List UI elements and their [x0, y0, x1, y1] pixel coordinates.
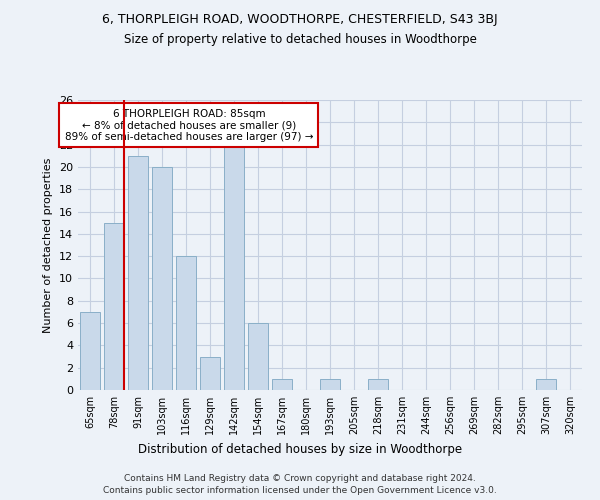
Text: 6, THORPLEIGH ROAD, WOODTHORPE, CHESTERFIELD, S43 3BJ: 6, THORPLEIGH ROAD, WOODTHORPE, CHESTERF…: [102, 12, 498, 26]
Bar: [80, 312, 100, 390]
Bar: [104, 222, 124, 390]
Bar: [200, 356, 220, 390]
Bar: [272, 379, 292, 390]
Bar: [128, 156, 148, 390]
Bar: [224, 144, 244, 390]
Bar: [536, 379, 556, 390]
Text: 6 THORPLEIGH ROAD: 85sqm
← 8% of detached houses are smaller (9)
89% of semi-det: 6 THORPLEIGH ROAD: 85sqm ← 8% of detache…: [65, 108, 313, 142]
Bar: [176, 256, 196, 390]
Bar: [152, 167, 172, 390]
Text: Contains HM Land Registry data © Crown copyright and database right 2024.
Contai: Contains HM Land Registry data © Crown c…: [103, 474, 497, 495]
Bar: [320, 379, 340, 390]
Bar: [248, 323, 268, 390]
Text: Distribution of detached houses by size in Woodthorpe: Distribution of detached houses by size …: [138, 442, 462, 456]
Bar: [368, 379, 388, 390]
Text: Size of property relative to detached houses in Woodthorpe: Size of property relative to detached ho…: [124, 32, 476, 46]
Y-axis label: Number of detached properties: Number of detached properties: [43, 158, 53, 332]
